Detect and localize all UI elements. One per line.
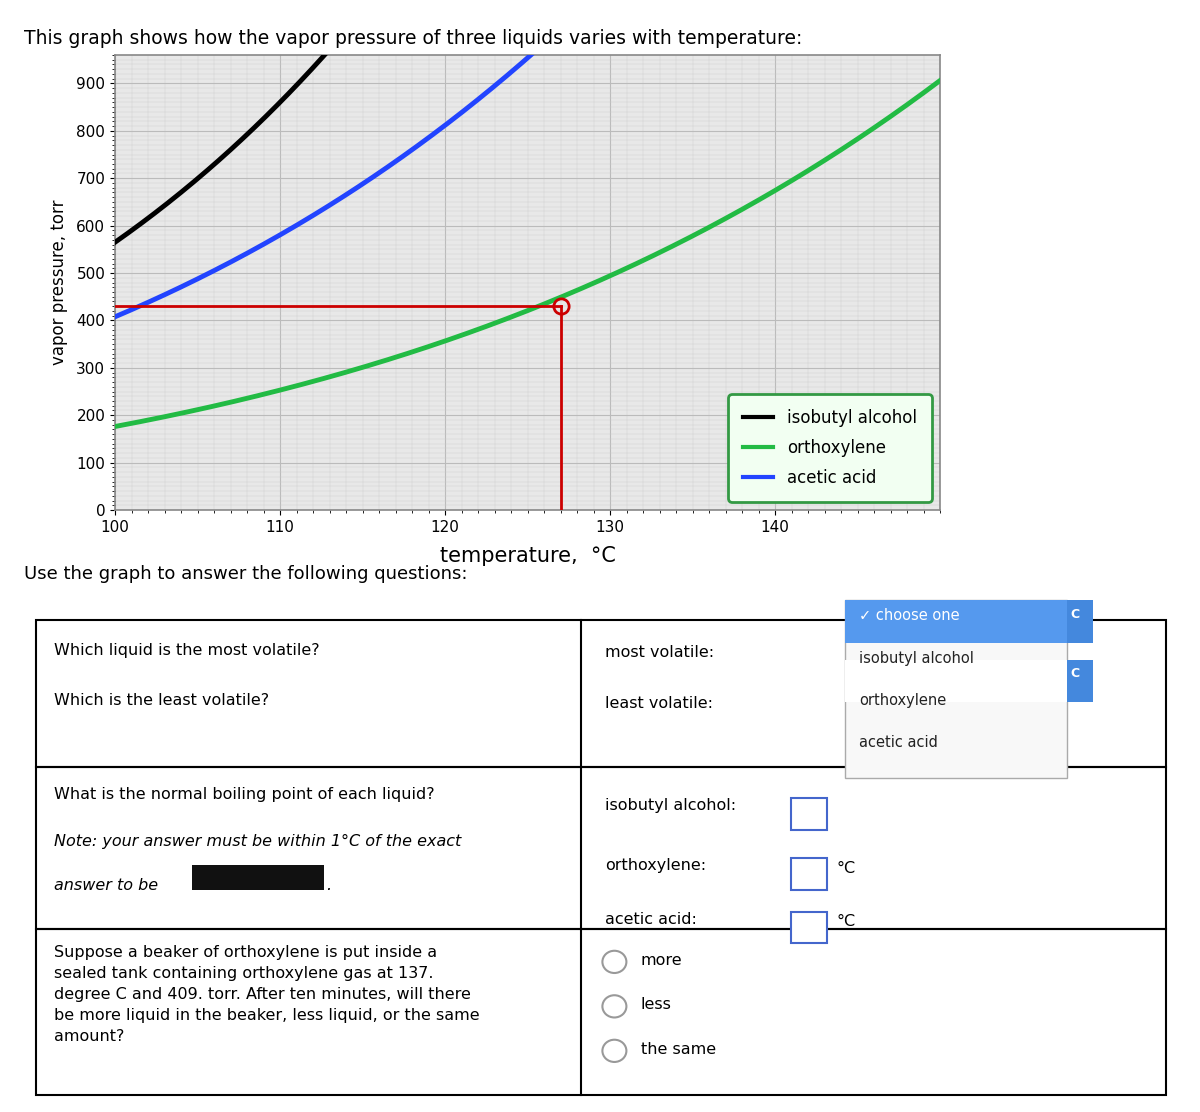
Text: What is the normal boiling point of each liquid?: What is the normal boiling point of each… — [54, 787, 434, 802]
Text: Which liquid is the most volatile?: Which liquid is the most volatile? — [54, 643, 319, 657]
Text: C: C — [1070, 666, 1080, 679]
Text: Note: your answer must be within 1°C of the exact: Note: your answer must be within 1°C of … — [54, 834, 461, 850]
Legend: isobutyl alcohol, orthoxylene, acetic acid: isobutyl alcohol, orthoxylene, acetic ac… — [728, 395, 931, 502]
Text: This graph shows how the vapor pressure of three liquids varies with temperature: This graph shows how the vapor pressure … — [24, 29, 803, 48]
Text: answer to be: answer to be — [54, 878, 158, 893]
Text: acetic acid: acetic acid — [859, 735, 938, 749]
X-axis label: temperature,  °C: temperature, °C — [439, 546, 616, 566]
Text: ✓ choose one: ✓ choose one — [859, 608, 960, 623]
Text: less: less — [641, 997, 672, 1012]
Text: orthoxylene: orthoxylene — [859, 693, 947, 707]
Text: isobutyl alcohol:: isobutyl alcohol: — [605, 798, 736, 813]
Text: °C: °C — [836, 914, 856, 929]
Text: isobutyl alcohol: isobutyl alcohol — [859, 651, 974, 665]
Text: .: . — [326, 878, 331, 893]
Text: more: more — [641, 953, 683, 967]
Text: °C: °C — [836, 861, 856, 875]
Text: most volatile:: most volatile: — [605, 645, 714, 659]
Y-axis label: vapor pressure, torr: vapor pressure, torr — [50, 200, 68, 365]
Text: Which is the least volatile?: Which is the least volatile? — [54, 693, 269, 707]
Text: least volatile:: least volatile: — [605, 696, 713, 711]
Text: Suppose a beaker of orthoxylene is put inside a
sealed tank containing orthoxyle: Suppose a beaker of orthoxylene is put i… — [54, 945, 480, 1044]
Text: the same: the same — [641, 1042, 716, 1056]
Text: orthoxylene:: orthoxylene: — [605, 858, 706, 873]
Text: C: C — [1070, 608, 1080, 622]
Text: acetic acid:: acetic acid: — [605, 912, 697, 926]
Text: Use the graph to answer the following questions:: Use the graph to answer the following qu… — [24, 565, 468, 583]
